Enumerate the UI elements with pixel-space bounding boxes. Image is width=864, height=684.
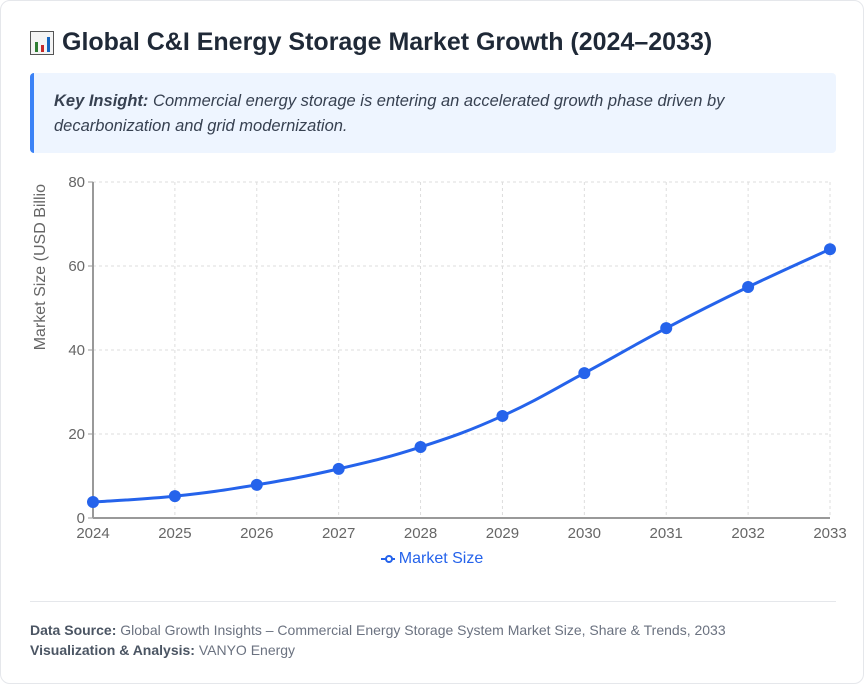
data-point [660,322,673,335]
y-tick-label: 60 [68,258,85,275]
series-line [92,247,831,504]
y-tick-label: 0 [77,510,85,527]
legend-marker-icon [380,554,395,563]
data-point [332,462,345,475]
insight-label: Key Insight: [54,92,149,110]
footer: Data Source: Global Growth Insights – Co… [30,620,726,660]
x-tick-label: 2029 [486,525,519,542]
x-tick-label: 2028 [404,525,437,542]
x-tick-label: 2025 [158,525,191,542]
x-tick-label: 2024 [76,525,109,542]
data-point [824,243,836,256]
legend-item[interactable]: Market Size [0,550,864,568]
y-axis-title: Market Size (USD Billio [32,184,49,350]
x-tick-label: 2030 [568,525,601,542]
data-point [87,496,99,509]
data-point [414,441,427,454]
x-tick-label: 2031 [650,525,683,542]
viz-label: Visualization & Analysis: [30,642,195,658]
y-tick-label: 40 [68,342,85,359]
x-tick-label: 2033 [813,525,846,542]
data-point [578,367,591,380]
line-chart: 0 20 40 60 80 2024 2025 2026 2027 2028 2029 2030 203… [32,174,847,542]
viz-text: VANYO Energy [198,642,296,658]
legend-label: Market Size [398,550,484,567]
page-title: Global C&I Energy Storage Market Growth … [30,28,712,57]
data-point [742,281,755,293]
x-tick-label: 2027 [322,525,355,542]
data-point [496,409,509,422]
y-tick-label: 20 [68,426,85,443]
data-point [250,478,263,491]
y-tick-label: 80 [68,174,85,191]
divider [30,601,836,602]
title-text: Global C&I Energy Storage Market Growth … [62,28,713,56]
bar-chart-icon [30,30,54,55]
data-point [168,490,181,503]
x-tick-label: 2026 [240,525,273,542]
key-insight-box: Key Insight: Commercial energy storage i… [30,73,836,153]
source-text: Global Growth Insights – Commercial Ener… [120,622,726,638]
insight-text: Commercial energy storage is entering an… [54,92,725,135]
source-label: Data Source: [30,622,117,638]
x-tick-label: 2032 [731,525,764,542]
